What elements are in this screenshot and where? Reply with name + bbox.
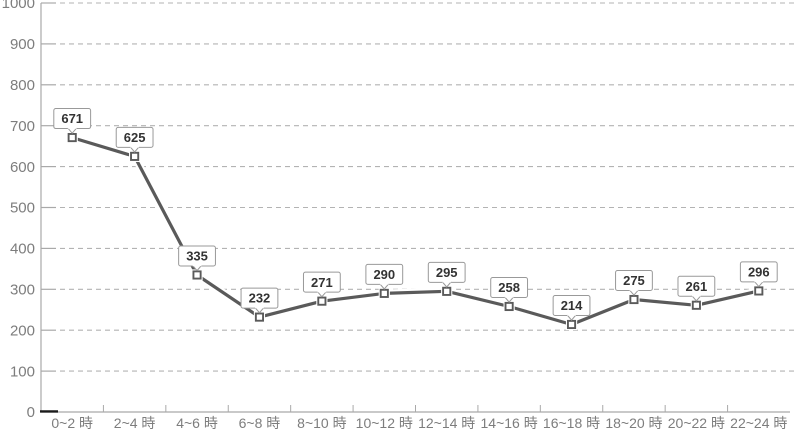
y-tick-label: 100 (10, 363, 35, 380)
data-label-text: 335 (186, 249, 208, 264)
data-point-marker (192, 270, 202, 280)
data-point-marker (504, 301, 514, 312)
x-tick-label: 8~10 時 (297, 415, 346, 431)
data-label-text: 295 (436, 265, 458, 280)
data-label-text: 290 (373, 267, 395, 282)
data-point-marker (130, 151, 140, 161)
data-label-text: 296 (748, 265, 770, 280)
data-point-marker (442, 286, 452, 296)
y-tick-label: 800 (10, 77, 35, 94)
data-point-marker (67, 133, 77, 143)
data-label-text: 258 (498, 280, 520, 295)
data-label-callout: 258 (490, 276, 529, 303)
x-tick-label: 10~12 時 (356, 415, 413, 431)
x-tick-label: 6~8 時 (239, 415, 281, 431)
data-label-callout: 261 (677, 275, 716, 302)
data-label-text: 232 (249, 291, 271, 306)
y-tick-label: 1000 (2, 0, 35, 12)
data-point-marker (317, 296, 327, 306)
y-tick-label: 500 (10, 200, 35, 217)
data-label-callout: 271 (302, 271, 341, 298)
y-tick-label: 600 (10, 159, 35, 176)
data-label-callout: 671 (53, 108, 92, 134)
data-point-marker (691, 300, 701, 310)
x-tick-label: 12~14 時 (418, 415, 475, 431)
data-point-marker (254, 312, 265, 322)
data-label-callout: 232 (240, 287, 279, 314)
data-label-text: 275 (623, 273, 645, 288)
data-label-callout: 275 (615, 270, 653, 296)
data-label-callout: 625 (115, 126, 154, 153)
x-tick-label: 18~20 時 (605, 415, 662, 431)
data-label-text: 625 (124, 130, 146, 145)
data-point-marker (379, 288, 389, 298)
data-label-text: 214 (561, 298, 583, 313)
series-line (70, 136, 761, 327)
data-point-marker (629, 294, 639, 305)
data-label-callout: 296 (739, 261, 778, 288)
data-label-callout: 335 (178, 245, 216, 272)
data-label-callout: 214 (552, 294, 591, 321)
y-tick-label: 900 (10, 36, 35, 53)
y-tick-label: 300 (10, 282, 35, 299)
x-tick-label: 0~2 時 (51, 415, 93, 431)
y-tick-label: 0 (27, 404, 35, 421)
data-point-marker (566, 319, 577, 330)
data-label-text: 271 (311, 275, 333, 290)
x-tick-label: 22~24 時 (730, 415, 787, 431)
data-label-text: 261 (686, 279, 708, 294)
x-tick-label: 16~18 時 (543, 415, 600, 431)
x-tick-label: 20~22 時 (668, 415, 725, 431)
x-tick-label: 4~6 時 (176, 415, 218, 431)
data-point-marker (754, 286, 764, 296)
x-tick-label: 14~16 時 (481, 415, 538, 431)
y-tick-label: 700 (10, 118, 35, 135)
y-tick-label: 200 (10, 322, 35, 339)
data-label-callout: 290 (365, 263, 404, 290)
x-tick-label: 2~4 時 (114, 415, 156, 431)
data-label-text: 671 (61, 111, 83, 126)
y-tick-label: 400 (10, 241, 35, 258)
data-label-callout: 295 (427, 261, 466, 288)
